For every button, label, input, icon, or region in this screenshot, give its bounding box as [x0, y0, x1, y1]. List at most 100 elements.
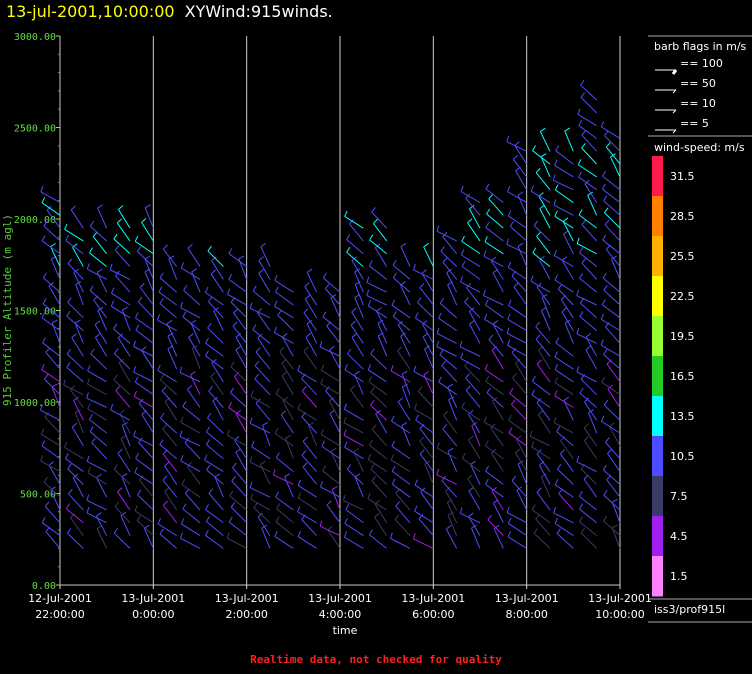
wind-barb-staff: [250, 498, 271, 511]
wind-barb-staff: [41, 240, 61, 255]
wind-barb-staff: [354, 374, 364, 395]
wind-barb-staff: [274, 305, 294, 319]
wind-barb-staff: [42, 342, 61, 357]
wind-barb-flag: [579, 272, 584, 279]
wind-barb-flag: [447, 447, 454, 452]
wind-barb-staff: [602, 304, 621, 319]
wind-barb-staff: [470, 464, 481, 485]
wind-barb-flag: [602, 170, 606, 177]
wind-barb-flag: [344, 364, 348, 370]
wind-barb-flag: [121, 473, 128, 478]
wind-barb-staff: [279, 351, 294, 370]
wind-barb-staff: [415, 419, 434, 434]
wind-barb-flag: [482, 289, 486, 296]
wind-barb-staff: [113, 532, 131, 549]
wind-barb-flag: [601, 376, 605, 383]
wind-barb-staff: [118, 209, 131, 229]
wind-barb-staff: [419, 428, 434, 447]
wind-barb-flag: [600, 415, 605, 422]
wind-barb-staff: [447, 515, 458, 536]
wind-barb-flag: [605, 322, 610, 328]
wind-barb-staff: [138, 442, 154, 460]
wind-barb-flag: [562, 217, 569, 222]
wind-barb-staff: [508, 305, 527, 319]
wind-barb-flag: [371, 475, 377, 482]
wind-barb-staff: [228, 278, 247, 293]
wind-barb-flag: [552, 174, 556, 181]
wind-barb-flag: [41, 517, 46, 523]
wind-barb-staff: [555, 189, 574, 203]
wind-barb-staff: [135, 381, 154, 396]
wind-barb-flag: [275, 452, 280, 458]
wind-barb-flag: [554, 210, 558, 217]
wind-barb-flag: [421, 269, 427, 274]
wind-barb-staff: [460, 281, 481, 293]
wind-barb-staff: [208, 390, 224, 408]
legend-speed-label-1: 28.5: [670, 210, 695, 223]
wind-barb-flag: [43, 220, 48, 227]
wind-barb-staff: [328, 400, 341, 421]
legend-barb-label-2: == 10: [680, 97, 716, 110]
wind-barb-flag: [468, 512, 474, 518]
wind-barb-flag: [367, 492, 371, 499]
wind-barb-flag: [180, 416, 184, 423]
wind-barb-flag: [483, 250, 487, 257]
wind-barb-staff: [461, 240, 481, 255]
wind-barb-flag: [87, 467, 91, 474]
wind-barb-flag: [161, 386, 167, 392]
wind-barb-flag: [305, 333, 311, 338]
wind-barb-flag: [73, 268, 80, 273]
wind-barb-staff: [51, 386, 61, 408]
wind-barb-staff: [206, 469, 224, 485]
wind-barb-flag: [208, 488, 214, 494]
wind-barb-staff: [533, 225, 551, 242]
wind-barb-flag: [135, 324, 140, 331]
wind-barb-staff: [68, 493, 84, 511]
wind-barb-flag: [602, 464, 607, 471]
wind-barb-flag: [607, 449, 613, 454]
wind-barb-flag: [507, 517, 512, 524]
wind-barb-staff: [69, 389, 84, 408]
wind-barb-staff: [422, 324, 434, 344]
wind-barb-staff: [251, 446, 271, 460]
wind-barb-flag: [467, 218, 473, 224]
wind-barb-flag: [601, 183, 606, 190]
wind-barb-flag: [166, 319, 173, 325]
wind-barb-flag: [180, 301, 184, 308]
legend-speed-swatch-8: [652, 476, 663, 517]
wind-barb-flag: [585, 332, 592, 338]
wind-barb-staff: [136, 520, 154, 536]
wind-barb-staff: [604, 212, 621, 229]
wind-barb-flag: [228, 248, 233, 254]
wind-barb-staff: [491, 401, 504, 421]
wind-barb-flag: [414, 312, 419, 319]
wind-barb-staff: [344, 446, 364, 460]
wind-barb-staff: [493, 502, 504, 524]
wind-barb-staff: [274, 331, 294, 344]
wind-barb-staff: [87, 370, 107, 383]
wind-barb-flag: [275, 516, 280, 523]
wind-barb-flag: [164, 487, 170, 492]
wind-barb-flag: [376, 307, 382, 312]
wind-barb-flag: [484, 313, 488, 320]
wind-barb-staff: [485, 380, 504, 396]
wind-barb-staff: [110, 269, 131, 280]
wind-barb-staff: [370, 468, 388, 485]
wind-barb-flag: [134, 235, 139, 242]
wind-barb-flag: [133, 430, 136, 437]
wind-barb-flag: [41, 197, 46, 203]
wind-barb-flag: [92, 231, 98, 237]
wind-barb-staff: [484, 318, 504, 332]
wind-barb-flag: [52, 319, 58, 324]
wind-barb-flag: [436, 340, 440, 347]
wind-barb-flag: [603, 349, 608, 355]
wind-barb-staff: [208, 301, 224, 319]
wind-barb-staff: [180, 307, 201, 319]
wind-barb-staff: [133, 371, 154, 383]
wind-barb-staff: [603, 494, 621, 511]
wind-barb-flag: [330, 447, 337, 452]
wind-barb-staff: [205, 355, 224, 370]
wind-barb-flag: [554, 184, 559, 191]
x-tick-label-date-4: 13-Jul-2001: [401, 592, 465, 605]
wind-barb-staff: [491, 490, 504, 511]
